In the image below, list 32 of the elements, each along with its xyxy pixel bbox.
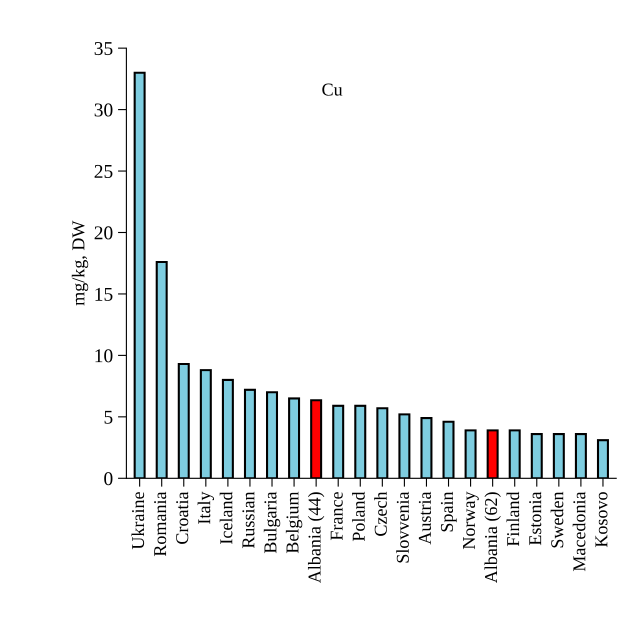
x-tick-label: Iceland	[220, 492, 232, 544]
y-tick-label: 15	[95, 288, 112, 301]
x-tick-label: Albania (62)	[484, 492, 501, 584]
x-tick-label: Finland	[506, 492, 520, 546]
x-tick-label: Norway	[463, 492, 479, 550]
x-tick-label: Ukraine	[131, 492, 144, 550]
y-tick-label: 10	[95, 349, 112, 362]
y-tick-label: 0	[104, 472, 112, 486]
x-tick-label: Spain	[440, 492, 457, 532]
x-tick-label: Albania (44)	[308, 492, 324, 584]
x-tick-label: Slovvenia	[396, 492, 409, 562]
text: Cu	[322, 84, 342, 96]
x-tick-label: Russian	[242, 492, 254, 548]
x-tick-label: Macedonia	[572, 492, 586, 572]
y-tick-label: 35	[94, 42, 112, 56]
x-tick-label: Czech	[374, 492, 387, 536]
y-tick-label: 25	[94, 164, 112, 178]
x-tick-label: Romania	[154, 492, 166, 556]
x-tick-label: Belgium	[286, 492, 302, 554]
y-axis-title: mg/kg, DW	[72, 220, 88, 306]
x-tick-label: Estonia	[529, 492, 542, 546]
x-tick-label: Sweden	[550, 492, 564, 548]
x-tick-label: Croatia	[176, 492, 188, 544]
x-tick-label: Austria	[418, 492, 431, 544]
y-tick-label: 5	[104, 410, 112, 424]
y-tick-label: 30	[94, 103, 112, 117]
x-tick-label: France	[330, 492, 343, 540]
x-tick-label: Italy	[198, 492, 214, 524]
x-tick-label: Kosovo	[595, 492, 608, 548]
x-tick-label: Bulgaria	[264, 492, 280, 554]
x-tick-label: Poland	[352, 492, 365, 542]
y-tick-label: 20	[94, 226, 112, 240]
